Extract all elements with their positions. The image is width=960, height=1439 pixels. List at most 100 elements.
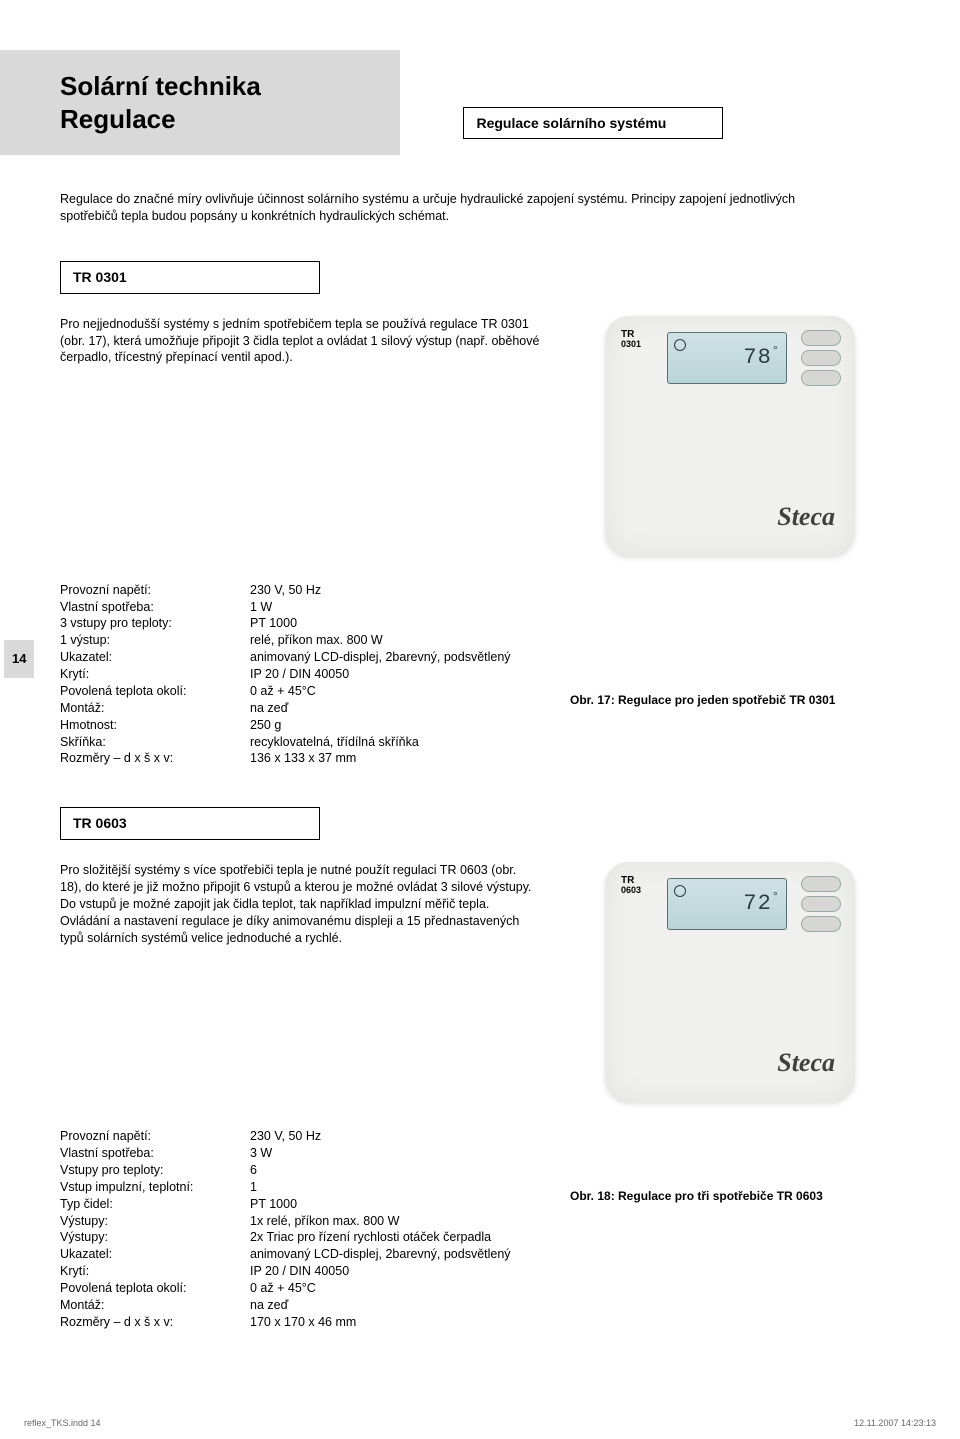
page-title-block: Solární technika Regulace [0, 50, 400, 155]
spec-row: Povolená teplota okolí:0 až + 45°C [60, 1280, 540, 1297]
spec-key: Vlastní spotřeba: [60, 599, 250, 616]
spec-value: recyklovatelná, třídílná skříňka [250, 734, 540, 751]
spec-value: PT 1000 [250, 1196, 540, 1213]
spec-key: 1 výstup: [60, 632, 250, 649]
spec-key: Hmotnost: [60, 717, 250, 734]
figure-caption-17: Obr. 17: Regulace pro jeden spotřebič TR… [570, 692, 835, 708]
device-button[interactable] [801, 896, 841, 912]
device-button[interactable] [801, 330, 841, 346]
spec-row: Montáž:na zeď [60, 1297, 540, 1314]
spec-key: Typ čidel: [60, 1196, 250, 1213]
spec-value: 0 až + 45°C [250, 683, 540, 700]
tr0603-paragraph: Pro složitější systémy s více spotřebiči… [60, 862, 540, 946]
device-badge: TR 0603 [621, 876, 641, 895]
spec-key: Provozní napětí: [60, 582, 250, 599]
spec-key: Montáž: [60, 1297, 250, 1314]
spec-row: Rozměry – d x š x v:170 x 170 x 46 mm [60, 1314, 540, 1331]
spec-row: 1 výstup:relé, příkon max. 800 W [60, 632, 540, 649]
page-title: Solární technika Regulace [60, 70, 366, 135]
tr0603-row: Pro složitější systémy s více spotřebiči… [60, 862, 900, 1102]
device-buttons [801, 330, 841, 386]
section-label: Regulace solárního systému [463, 107, 723, 140]
spec-value: 1 W [250, 599, 540, 616]
sun-icon [674, 885, 686, 897]
device-badge-model: 0301 [621, 340, 641, 349]
lcd-value: 72 [743, 891, 771, 916]
footer-right: 12.11.2007 14:23:13 [854, 1417, 936, 1429]
spec-row: Výstupy:1x relé, příkon max. 800 W [60, 1213, 540, 1230]
spec-value: 1 [250, 1179, 540, 1196]
document-page: Solární technika Regulace Regulace solár… [0, 0, 960, 1411]
tr0301-specs: Provozní napětí:230 V, 50 HzVlastní spot… [60, 582, 900, 768]
lcd-unit: ° [772, 890, 780, 904]
spec-kv-list: Provozní napětí:230 V, 50 HzVlastní spot… [60, 1128, 540, 1331]
spec-value: 230 V, 50 Hz [250, 582, 540, 599]
device-brand: Steca [777, 499, 835, 534]
lcd-reading: 78° [743, 343, 780, 373]
spec-key: Vlastní spotřeba: [60, 1145, 250, 1162]
spec-row: 3 vstupy pro teploty:PT 1000 [60, 615, 540, 632]
spec-key: Rozměry – d x š x v: [60, 1314, 250, 1331]
spec-value: IP 20 / DIN 40050 [250, 666, 540, 683]
spec-value: 1x relé, příkon max. 800 W [250, 1213, 540, 1230]
spec-key: Povolená teplota okolí: [60, 1280, 250, 1297]
device-button[interactable] [801, 876, 841, 892]
device-button[interactable] [801, 370, 841, 386]
tr0603-device-col: TR 0603 72° Steca [570, 862, 890, 1102]
product-label-tr0301: TR 0301 [60, 261, 320, 294]
spec-value: 230 V, 50 Hz [250, 1128, 540, 1145]
tr0603-specs: Provozní napětí:230 V, 50 HzVlastní spot… [60, 1128, 900, 1331]
device-badge-model: 0603 [621, 886, 641, 895]
spec-kv-list: Provozní napětí:230 V, 50 HzVlastní spot… [60, 582, 540, 768]
spec-row: Krytí:IP 20 / DIN 40050 [60, 1263, 540, 1280]
spec-row: Krytí:IP 20 / DIN 40050 [60, 666, 540, 683]
device-button[interactable] [801, 350, 841, 366]
spec-key: Krytí: [60, 666, 250, 683]
spec-key: Povolená teplota okolí: [60, 683, 250, 700]
spec-row: Výstupy:2x Triac pro řízení rychlosti ot… [60, 1229, 540, 1246]
spec-value: animovaný LCD-displej, 2barevný, podsvět… [250, 649, 540, 666]
device-button[interactable] [801, 916, 841, 932]
spec-row: Vlastní spotřeba:1 W [60, 599, 540, 616]
tr0603-text: Pro složitější systémy s více spotřebiči… [60, 862, 540, 1102]
footer-left: reflex_TKS.indd 14 [24, 1417, 101, 1429]
spec-row: Skříňka:recyklovatelná, třídílná skříňka [60, 734, 540, 751]
spec-row: Montáž:na zeď [60, 700, 540, 717]
spec-value: 3 W [250, 1145, 540, 1162]
spec-key: Ukazatel: [60, 649, 250, 666]
spec-row: Rozměry – d x š x v:136 x 133 x 37 mm [60, 750, 540, 767]
lcd-value: 78 [743, 345, 771, 370]
spec-row: Vstupy pro teploty:6 [60, 1162, 540, 1179]
spec-key: Výstupy: [60, 1229, 250, 1246]
spec-key: Rozměry – d x š x v: [60, 750, 250, 767]
spec-value: 2x Triac pro řízení rychlosti otáček čer… [250, 1229, 540, 1246]
spec-row: Typ čidel:PT 1000 [60, 1196, 540, 1213]
lcd-unit: ° [772, 344, 780, 358]
device-buttons [801, 876, 841, 932]
page-number: 14 [4, 640, 34, 678]
spec-row: Provozní napětí:230 V, 50 Hz [60, 1128, 540, 1145]
device-tr0301: TR 0301 78° Steca [605, 316, 855, 556]
tr0301-paragraph: Pro nejjednodušší systémy s jedním spotř… [60, 316, 540, 367]
spec-key: Krytí: [60, 1263, 250, 1280]
intro-paragraph: Regulace do značné míry ovlivňuje účinno… [60, 191, 820, 225]
device-badge-top: TR [621, 329, 634, 340]
spec-value: 0 až + 45°C [250, 1280, 540, 1297]
spec-key: Vstup impulzní, teplotní: [60, 1179, 250, 1196]
lcd-reading: 72° [743, 889, 780, 919]
spec-key: Provozní napětí: [60, 1128, 250, 1145]
spec-row: Vstup impulzní, teplotní:1 [60, 1179, 540, 1196]
spec-row: Ukazatel:animovaný LCD-displej, 2barevný… [60, 1246, 540, 1263]
tr0301-row: Pro nejjednodušší systémy s jedním spotř… [60, 316, 900, 556]
spec-row: Ukazatel:animovaný LCD-displej, 2barevný… [60, 649, 540, 666]
spec-value: PT 1000 [250, 615, 540, 632]
tr0301-device-col: TR 0301 78° Steca [570, 316, 890, 556]
spec-row: Hmotnost:250 g [60, 717, 540, 734]
spec-value: na zeď [250, 1297, 540, 1314]
spec-value: 250 g [250, 717, 540, 734]
spec-value: animovaný LCD-displej, 2barevný, podsvět… [250, 1246, 540, 1263]
spec-row: Povolená teplota okolí:0 až + 45°C [60, 683, 540, 700]
spec-row: Provozní napětí:230 V, 50 Hz [60, 582, 540, 599]
spec-key: 3 vstupy pro teploty: [60, 615, 250, 632]
caption-col: Obr. 18: Regulace pro tři spotřebiče TR … [570, 1128, 890, 1331]
